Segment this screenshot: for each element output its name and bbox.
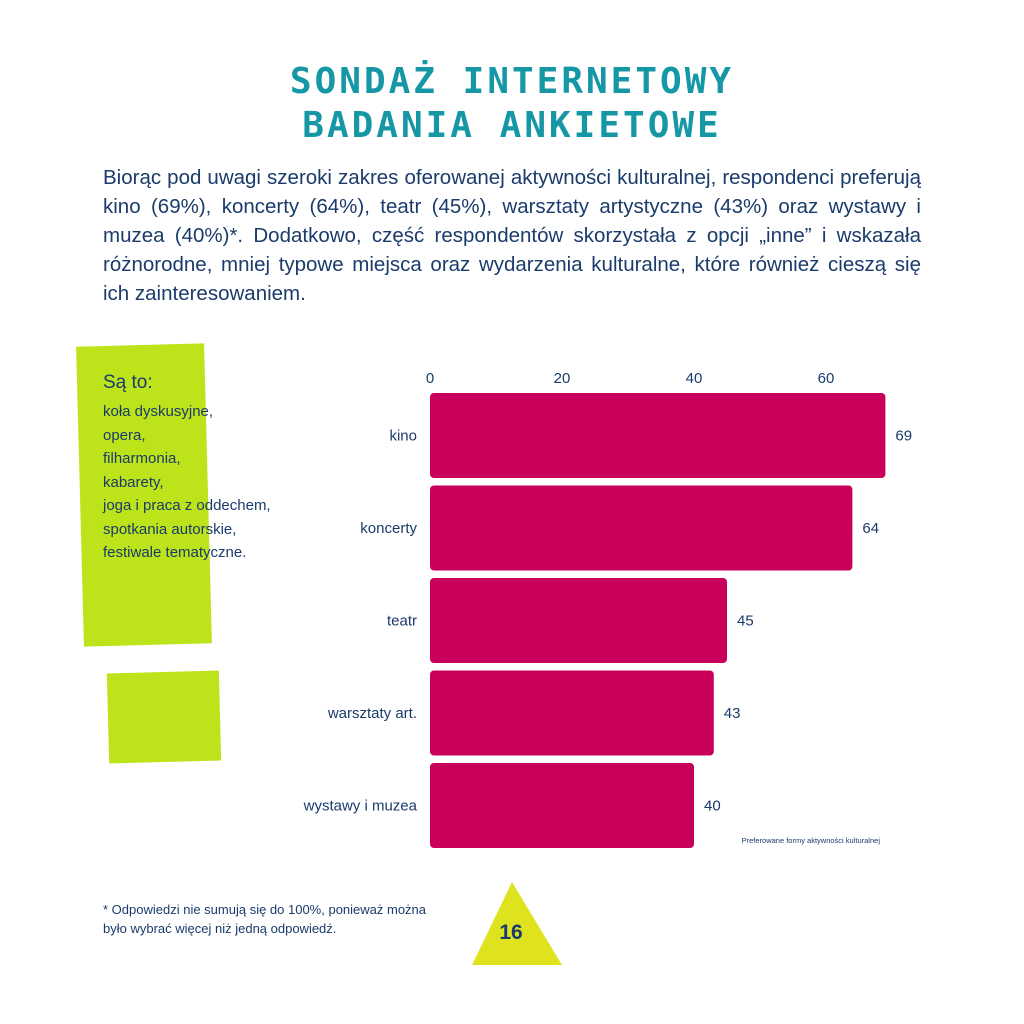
bar — [430, 578, 727, 663]
category-label: warsztaty art. — [327, 705, 417, 722]
other-options-heading: Są to: — [103, 372, 153, 393]
list-item: kabarety, — [103, 473, 164, 491]
page-number: 16 — [499, 921, 523, 944]
chart-caption: Preferowane formy aktywności kulturalnej — [742, 836, 881, 845]
list-item: opera, — [103, 426, 146, 444]
x-tick-label: 0 — [426, 370, 434, 387]
list-item: joga i praca z oddechem, — [103, 497, 271, 514]
category-label: teatr — [387, 613, 417, 630]
category-label: wystawy i muzea — [303, 798, 418, 815]
data-label: 43 — [724, 705, 741, 722]
intro-paragraph: Biorąc pod uwagi szeroki zakres oferowan… — [103, 166, 921, 305]
page-title-line-1: SONDAŻ INTERNETOWY — [289, 61, 735, 102]
data-label: 45 — [737, 613, 754, 630]
footnote: * Odpowiedzi nie sumują się do 100%, pon… — [103, 902, 427, 936]
data-label: 64 — [862, 520, 879, 537]
page-number-triangle — [472, 882, 562, 965]
page-title-line-2: BADANIA ANKIETOWE — [302, 105, 722, 146]
bar — [430, 670, 714, 756]
bar — [430, 763, 694, 848]
x-tick-label: 40 — [686, 370, 703, 387]
category-label: koncerty — [360, 520, 417, 537]
list-item: festiwale tematyczne. — [103, 544, 247, 561]
x-tick-label: 20 — [554, 370, 571, 387]
data-label: 40 — [704, 798, 721, 815]
list-item: koła dyskusyjne, — [103, 403, 214, 420]
data-label: 69 — [895, 428, 912, 445]
list-item: filharmonia, — [103, 450, 181, 467]
other-options-list: koła dyskusyjne, opera, filharmonia, kab… — [103, 400, 271, 565]
bar — [430, 393, 886, 478]
x-tick-label: 60 — [818, 370, 835, 387]
bar — [430, 485, 853, 571]
category-label: kino — [389, 428, 417, 445]
list-item: spotkania autorskie, — [103, 520, 237, 538]
